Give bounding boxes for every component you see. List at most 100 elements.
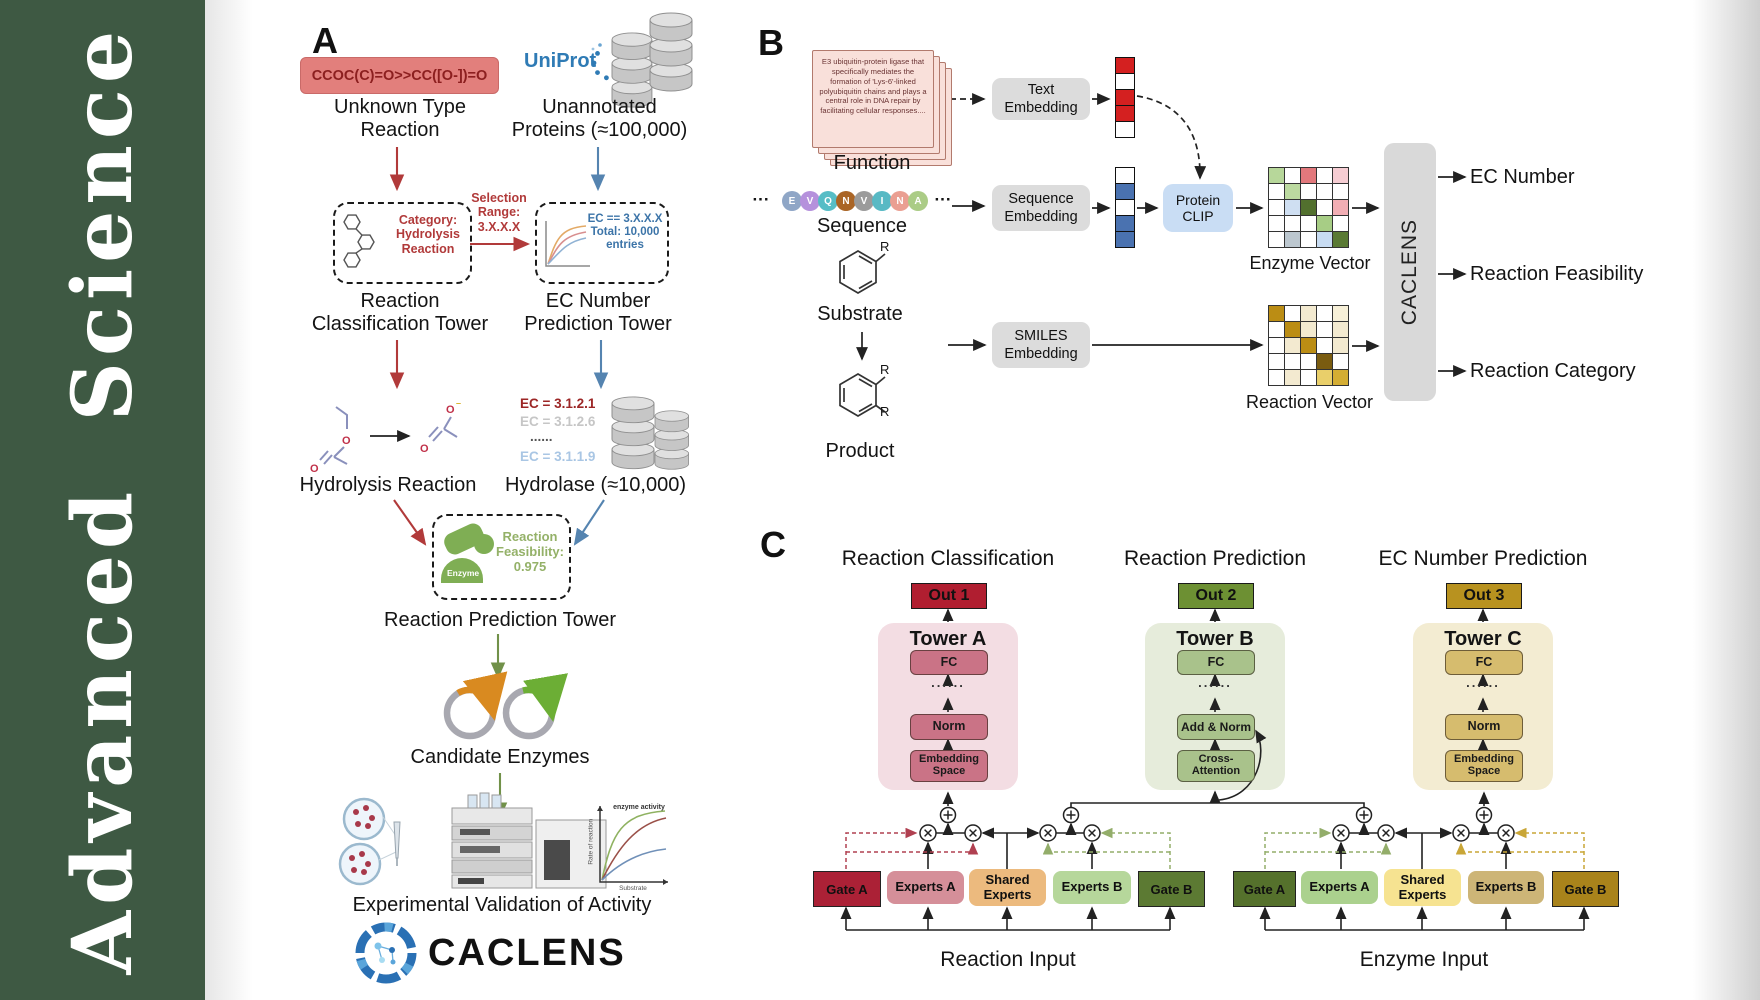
reaction-experts-a: Experts A	[887, 871, 964, 904]
text-embedding-box: Text Embedding	[992, 78, 1090, 120]
enzyme-gate-a: Gate A	[1233, 871, 1296, 907]
activity-curve-label: enzyme activity	[613, 804, 665, 811]
ec-list-dots: ......	[530, 429, 553, 444]
petri-dish-icons	[338, 797, 401, 886]
ec-list-3: EC = 3.1.1.9	[520, 449, 596, 464]
reaction-vector-label: Reaction Vector	[1245, 392, 1374, 412]
panel-c-letter: C	[760, 524, 786, 565]
enzyme-vector-label: Enzyme Vector	[1249, 253, 1371, 273]
tower-b-title: Tower B	[1176, 628, 1254, 650]
unannotated-proteins-label: Unannotated Proteins (≈100,000)	[511, 96, 688, 141]
product-r1-label: R	[880, 362, 890, 377]
substrate-molecule-icon	[839, 250, 886, 294]
activity-xlabel: Substrate	[619, 885, 647, 892]
product-r2-label: R	[880, 404, 890, 419]
output-reaction-category: Reaction Category	[1470, 360, 1636, 382]
heading-reaction-prediction: Reaction Prediction	[1123, 547, 1307, 570]
tower-c-dots: ......	[1466, 675, 1500, 690]
text-vector	[1115, 57, 1135, 138]
prediction-tower-label: Reaction Prediction Tower	[384, 609, 616, 631]
sequence-embedding-box: Sequence Embedding	[992, 185, 1090, 231]
output-ec-number: EC Number	[1470, 166, 1575, 188]
selection-range-label: Selection Range: 3.X.X.X	[471, 191, 527, 234]
uniprot-logo-text: UniProt	[524, 50, 597, 72]
reaction-vector-grid	[1268, 305, 1349, 386]
out2-box: Out 2	[1178, 583, 1254, 609]
heading-ec-number-prediction: EC Number Prediction	[1378, 547, 1588, 570]
panel-b-letter: B	[758, 22, 784, 63]
svg-text:–: –	[456, 398, 461, 408]
tower-a-norm: Norm	[910, 714, 988, 740]
smiles-embedding-box: SMILES Embedding	[992, 322, 1090, 368]
panel-a-letter: A	[312, 20, 338, 61]
ec-tower-label: EC Number Prediction Tower	[524, 290, 672, 335]
feasibility-dashed-box	[432, 514, 571, 600]
function-label: Function	[833, 152, 911, 174]
product-label: Product	[825, 440, 895, 462]
tower-a-fc: FC	[910, 650, 988, 675]
heading-reaction-classification: Reaction Classification	[841, 547, 1055, 570]
uniprot-dots-icon	[591, 43, 626, 81]
output-reaction-feasibility: Reaction Feasibility	[1470, 263, 1644, 285]
add-multiply-nodes	[919, 806, 1515, 842]
tower-c-fc: FC	[1445, 650, 1523, 675]
page-edge-gradient	[1693, 0, 1760, 1000]
enzyme-experts-b: Experts B	[1468, 871, 1544, 904]
enzyme-shared-experts: Shared Experts	[1384, 869, 1461, 906]
tower-b-add-norm: Add & Norm	[1177, 714, 1255, 740]
ec-list-2: EC = 3.1.2.6	[520, 414, 596, 429]
tower-a-title: Tower A	[909, 628, 987, 650]
classification-tower-label: Reaction Classification Tower	[311, 290, 489, 335]
tower-c-norm: Norm	[1445, 714, 1523, 740]
candidate-enzymes-label: Candidate Enzymes	[410, 746, 590, 768]
function-card-front: E3 ubiquitin-protein ligase that specifi…	[812, 50, 934, 148]
ec-dashed-box	[535, 202, 669, 284]
ec-list-1: EC = 3.1.2.1	[520, 396, 596, 411]
enzyme-gate-b: Gate B	[1552, 871, 1619, 907]
substrate-r-label: R	[880, 239, 890, 254]
tower-a-dots: ......	[931, 675, 965, 690]
out3-box: Out 3	[1446, 583, 1522, 609]
out1-box: Out 1	[911, 583, 987, 609]
tower-c-embedding-space: Embedding Space	[1445, 750, 1523, 782]
protein-clip-box: Protein CLIP	[1163, 184, 1233, 232]
journal-sidebar: Advanced Science	[0, 0, 205, 1000]
acetate-molecule-icon: O – O	[420, 398, 461, 455]
reaction-input-label: Reaction Input	[940, 948, 1076, 971]
hydrolysis-reaction-label: Hydrolysis Reaction	[299, 474, 477, 496]
page-gutter-shadow	[205, 0, 253, 1000]
product-molecule-icon	[839, 373, 886, 417]
tower-c-title: Tower C	[1444, 628, 1522, 650]
svg-text:O: O	[342, 435, 351, 447]
reaction-shared-experts: Shared Experts	[969, 869, 1046, 906]
svg-text:O: O	[420, 443, 429, 455]
unknown-type-label: Unknown Type Reaction	[334, 96, 466, 141]
kinetics-plot-icon	[597, 806, 668, 885]
plasmid-icons	[443, 671, 568, 740]
hplc-instrument-icon	[451, 792, 607, 889]
enzyme-input-label: Enzyme Input	[1359, 948, 1489, 971]
reaction-experts-b: Experts B	[1053, 871, 1131, 904]
feasibility-text: Reaction Feasibility: 0.975	[496, 529, 564, 574]
sequence-ellipsis-left: ···	[752, 190, 770, 209]
substrate-label: Substrate	[817, 303, 903, 325]
caclens-logo-icon	[355, 922, 417, 984]
hydrolase-database-icon	[611, 396, 689, 470]
reaction-gate-a: Gate A	[813, 871, 881, 907]
activity-ylabel: Rate of reaction	[587, 818, 595, 865]
sequence-ellipsis-right: ···	[934, 190, 952, 209]
category-text: Category: Hydrolysis Reaction	[396, 213, 460, 256]
reaction-gate-b: Gate B	[1138, 871, 1205, 907]
function-card-text: E3 ubiquitin-protein ligase that specifi…	[819, 57, 927, 116]
svg-text:O: O	[446, 404, 455, 416]
smiles-reaction-box: CCOC(C)=O>>CC([O-])=O	[300, 57, 499, 94]
tower-b-cross-attention: Cross- Attention	[1177, 750, 1255, 782]
enzyme-vector-grid	[1268, 167, 1349, 248]
caclens-logo-text: CACLENS	[428, 932, 626, 974]
caclens-module-box: CACLENS	[1384, 143, 1436, 401]
tower-b-dots: ......	[1198, 675, 1232, 690]
tower-a-embedding-space: Embedding Space	[910, 750, 988, 782]
ec-box-text: EC == 3.X.X.X Total: 10,000 entries	[587, 213, 663, 252]
validation-label: Experimental Validation of Activity	[352, 894, 652, 916]
